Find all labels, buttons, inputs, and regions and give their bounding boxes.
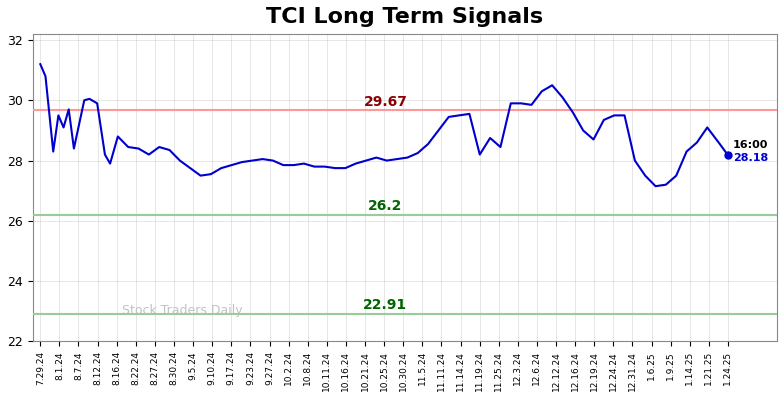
Text: 29.67: 29.67 [364, 95, 408, 109]
Text: 26.2: 26.2 [368, 199, 403, 213]
Text: 16:00: 16:00 [733, 140, 768, 150]
Title: TCI Long Term Signals: TCI Long Term Signals [267, 7, 543, 27]
Text: Stock Traders Daily: Stock Traders Daily [122, 304, 242, 317]
Text: 22.91: 22.91 [363, 298, 408, 312]
Text: 28.18: 28.18 [733, 153, 768, 163]
